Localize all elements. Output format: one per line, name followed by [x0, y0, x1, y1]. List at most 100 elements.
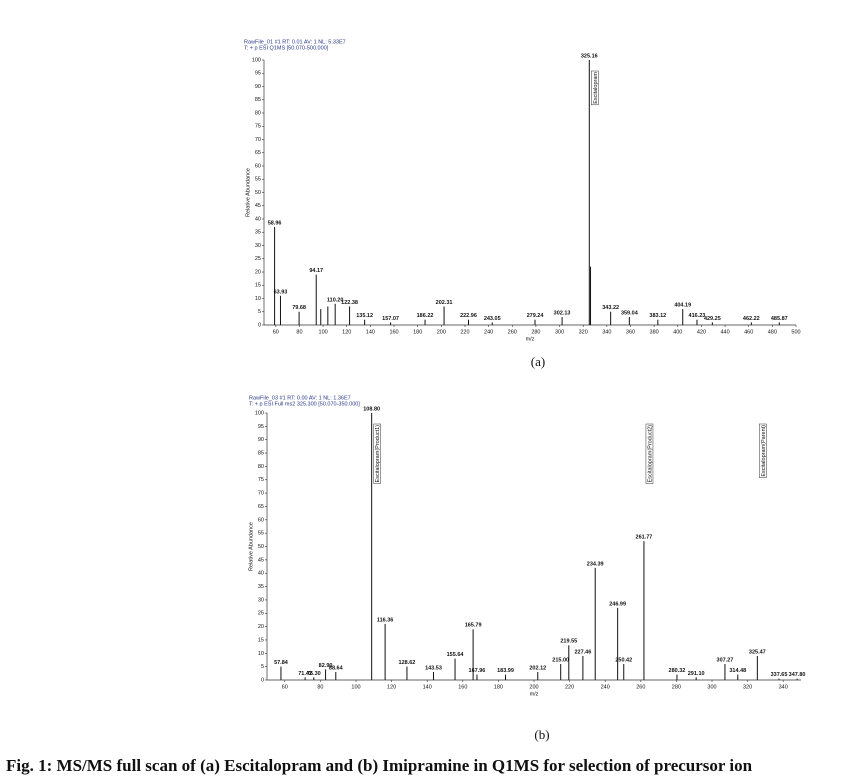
- x-tick-label: 360: [626, 329, 635, 335]
- peak-label: 108.80: [363, 406, 380, 412]
- peak-label: 337.65: [771, 672, 788, 678]
- peak-label: 243.05: [484, 316, 501, 322]
- x-tick-label: 340: [779, 684, 788, 690]
- peak-label: 88.64: [329, 665, 344, 671]
- figure-caption: Fig. 1: MS/MS full scan of (a) Escitalop…: [6, 756, 753, 775]
- y-tick-label: 45: [258, 557, 264, 563]
- y-tick-label: 85: [258, 451, 264, 457]
- y-tick-label: 50: [258, 544, 264, 550]
- y-tick-label: 0: [261, 677, 264, 683]
- y-tick-label: 100: [252, 57, 261, 63]
- y-tick-label: 0: [258, 322, 261, 328]
- peak-label: 94.17: [309, 268, 323, 274]
- peak-label: 186.22: [417, 313, 434, 319]
- y-tick-label: 10: [258, 651, 264, 657]
- annotation-box: [645, 423, 654, 484]
- x-tick-label: 340: [602, 329, 611, 335]
- x-tick-label: 160: [389, 329, 398, 335]
- x-tick-label: 120: [342, 329, 351, 335]
- y-tick-label: 60: [255, 163, 261, 169]
- peak-label: 222.96: [460, 313, 477, 319]
- x-tick-label: 260: [508, 329, 517, 335]
- x-tick-label: 180: [413, 329, 422, 335]
- peak-label: 122.38: [341, 300, 358, 306]
- peak-label: 383.12: [649, 313, 666, 319]
- peak-label: 404.19: [674, 303, 691, 309]
- peak-label: 261.77: [636, 535, 653, 541]
- y-tick-label: 30: [258, 597, 264, 603]
- y-axis-label: Relative Abundance: [248, 522, 254, 571]
- y-tick-label: 20: [258, 624, 264, 630]
- x-tick-label: 180: [494, 684, 503, 690]
- peak-label: 63.93: [274, 289, 288, 295]
- peak-label: 116.36: [377, 617, 394, 623]
- peak-label: 325.16: [581, 53, 598, 59]
- y-tick-label: 40: [258, 571, 264, 577]
- y-tick-label: 5: [261, 664, 264, 670]
- peak-label: 485.87: [771, 316, 788, 322]
- peak-label: 234.39: [587, 561, 604, 567]
- peak-label: 58.96: [268, 220, 282, 226]
- y-tick-label: 45: [255, 203, 261, 209]
- y-tick-label: 85: [255, 97, 261, 103]
- x-tick-label: 380: [650, 329, 659, 335]
- peak-label: 359.04: [621, 311, 639, 317]
- y-tick-label: 25: [258, 611, 264, 617]
- x-tick-label: 60: [282, 684, 288, 690]
- x-tick-label: 140: [423, 684, 432, 690]
- peak-label: 155.64: [447, 652, 465, 658]
- x-tick-label: 80: [296, 329, 302, 335]
- x-tick-label: 300: [555, 329, 564, 335]
- y-tick-label: 20: [255, 269, 261, 275]
- x-tick-label: 480: [768, 329, 777, 335]
- x-tick-label: 460: [744, 329, 753, 335]
- x-axis-label: m/z: [530, 691, 539, 697]
- peak-label: 325.47: [749, 649, 766, 655]
- x-axis-label: m/z: [526, 336, 535, 342]
- peak-label: 343.22: [602, 305, 619, 311]
- peak-label: 250.42: [615, 657, 632, 663]
- peak-label: 165.79: [465, 623, 482, 629]
- x-tick-label: 80: [317, 684, 323, 690]
- x-tick-label: 120: [387, 684, 396, 690]
- annotation: Escitalopram(Product1): [375, 425, 381, 483]
- y-tick-label: 10: [255, 296, 261, 302]
- x-tick-label: 420: [697, 329, 706, 335]
- x-tick-label: 500: [791, 329, 800, 335]
- x-tick-label: 240: [484, 329, 493, 335]
- annotation-box: [591, 70, 599, 106]
- peak-label: 246.99: [609, 601, 626, 607]
- peak-label: 79.68: [292, 305, 306, 311]
- y-tick-label: 60: [258, 517, 264, 523]
- peak-label: 280.32: [669, 668, 686, 674]
- y-tick-label: 90: [255, 84, 261, 90]
- x-tick-label: 220: [565, 684, 574, 690]
- annotation: Escitalopram: [593, 72, 599, 104]
- y-axis-label: Relative Abundance: [245, 168, 251, 217]
- x-tick-label: 320: [579, 329, 588, 335]
- peak-label: 157.07: [382, 316, 399, 322]
- y-tick-label: 100: [255, 410, 264, 416]
- y-tick-label: 70: [255, 137, 261, 143]
- scan-header: T: + p ESI Full ms2 325.300 [50.070-350.…: [249, 401, 360, 407]
- y-tick-label: 5: [258, 309, 261, 315]
- peak-label: 347.80: [789, 672, 806, 678]
- y-tick-label: 25: [255, 256, 261, 262]
- y-tick-label: 75: [255, 124, 261, 130]
- peak-label: 215.00: [552, 657, 569, 663]
- y-tick-label: 35: [258, 584, 264, 590]
- y-tick-label: 40: [255, 216, 261, 222]
- peak-label: 291.10: [688, 671, 705, 677]
- y-tick-label: 80: [255, 110, 261, 116]
- x-tick-label: 320: [743, 684, 752, 690]
- y-tick-label: 80: [258, 464, 264, 470]
- x-tick-label: 160: [458, 684, 467, 690]
- peak-label: 429.25: [704, 316, 721, 322]
- y-tick-label: 15: [258, 637, 264, 643]
- y-tick-label: 65: [255, 150, 261, 156]
- annotation: Escitalopram(Parent): [761, 425, 767, 477]
- peak-label: 202.31: [436, 300, 453, 306]
- peak-label: 57.84: [274, 660, 289, 666]
- x-tick-label: 220: [460, 329, 469, 335]
- panel-label: (b): [534, 727, 549, 742]
